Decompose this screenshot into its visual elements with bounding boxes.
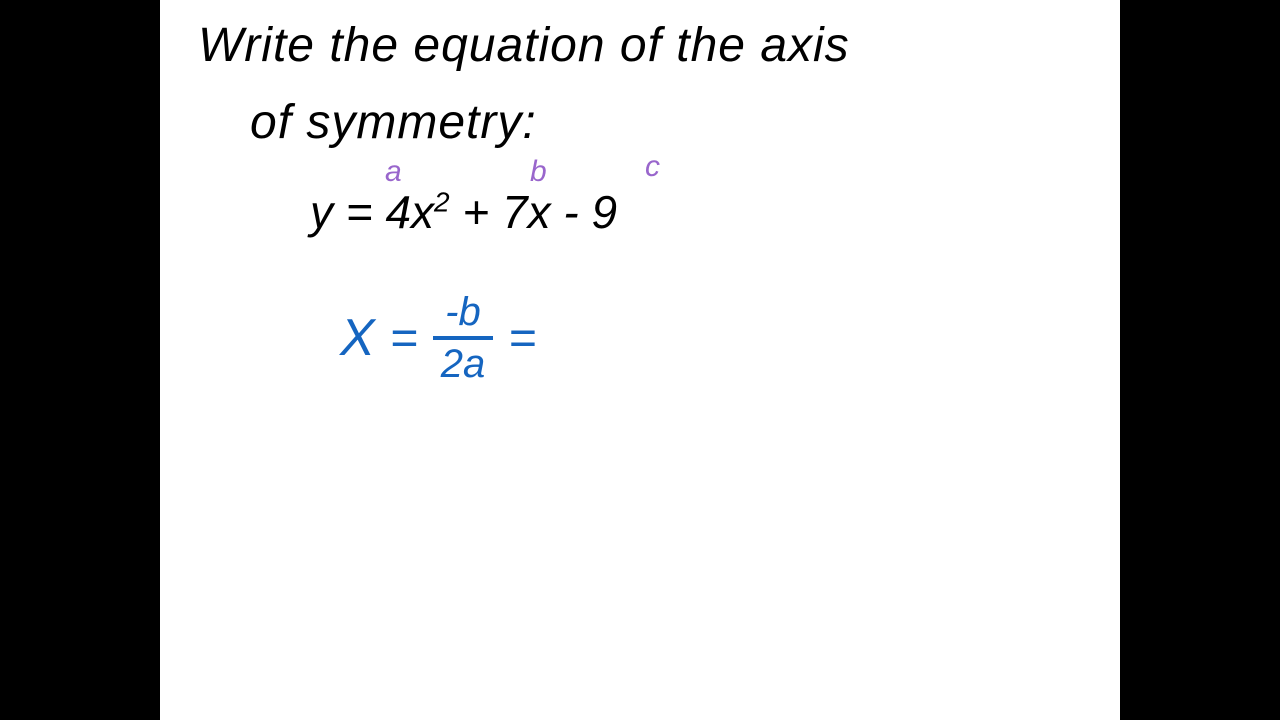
equation-sign-c: - — [563, 186, 578, 238]
formula-denominator: 2a — [433, 342, 494, 386]
equation-coef-c: 9 — [592, 186, 618, 238]
formula-fraction: -b 2a — [433, 290, 494, 386]
coefficient-label-a: a — [385, 155, 402, 189]
formula-trailing-equals: = — [508, 311, 536, 366]
formula-equals: = — [390, 311, 418, 366]
equation-coef-b: 7 — [502, 186, 528, 238]
equation-lhs: y — [310, 186, 333, 238]
letterbox-left — [0, 0, 160, 720]
fraction-line — [433, 336, 494, 340]
title-line-1: Write the equation of the axis — [198, 18, 850, 73]
title-line-2: of symmetry: — [250, 95, 537, 150]
formula-numerator: -b — [437, 290, 489, 334]
coefficient-label-b: b — [530, 155, 547, 189]
equation-coef-a: 4 — [385, 186, 411, 238]
coefficient-label-c: c — [645, 150, 660, 184]
letterbox-right — [1120, 0, 1280, 720]
equation-x-squared: x2 — [411, 186, 450, 238]
equation-x: x — [528, 186, 551, 238]
axis-of-symmetry-formula: X = -b 2a = — [340, 290, 536, 386]
equation-equals: = — [346, 186, 386, 238]
whiteboard: Write the equation of the axis of symmet… — [160, 0, 1120, 720]
formula-variable: X — [340, 308, 375, 368]
quadratic-equation: y = 4x2 + 7x - 9 — [310, 185, 617, 239]
equation-sign-b: + — [462, 186, 489, 238]
